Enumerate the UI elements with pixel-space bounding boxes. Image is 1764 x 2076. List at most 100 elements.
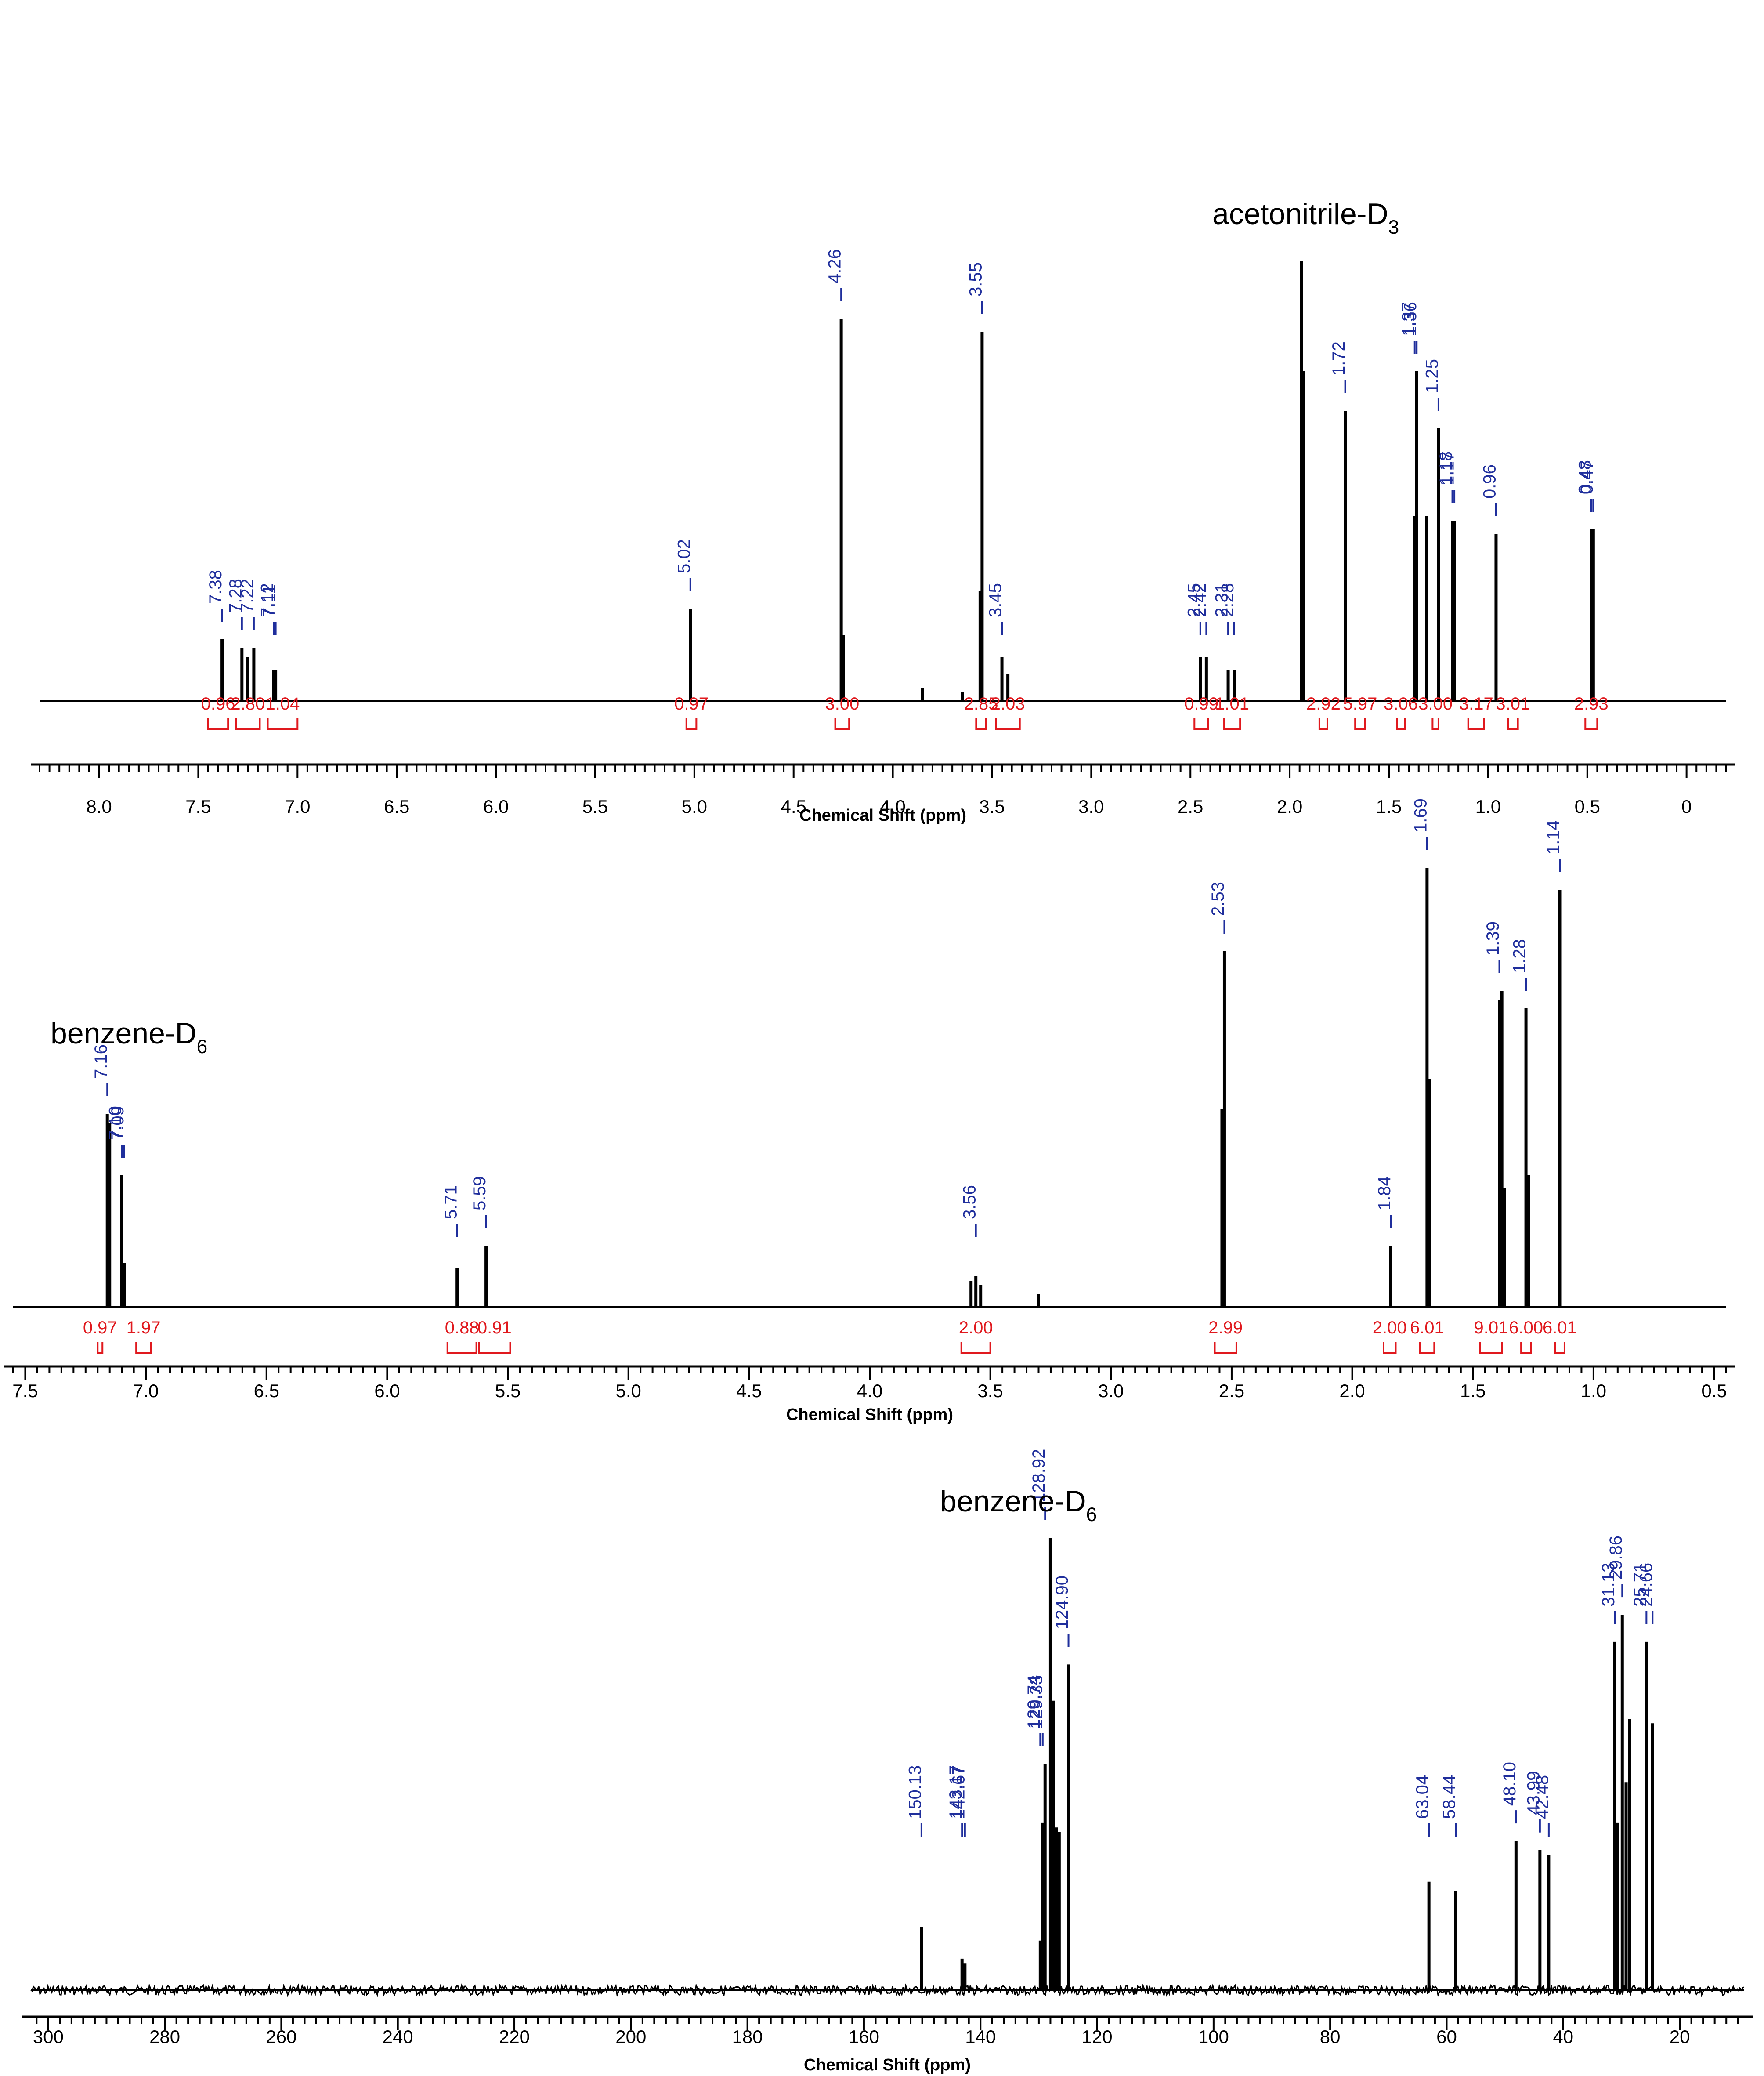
integral-value: 3.01 bbox=[1496, 694, 1530, 714]
x-tick-label: 6.0 bbox=[374, 1380, 400, 1401]
x-tick-label: 0.5 bbox=[1701, 1380, 1727, 1401]
integral-value: 2.92 bbox=[1306, 694, 1341, 714]
x-tick-label: 8.0 bbox=[86, 796, 112, 817]
peak-label: 42.48 bbox=[1533, 1775, 1552, 1819]
integral-value: 9.01 bbox=[1474, 1318, 1508, 1337]
integral-bracket bbox=[995, 718, 1021, 730]
x-tick-label: 3.5 bbox=[977, 1380, 1003, 1401]
x-tick-label: 4.0 bbox=[857, 1380, 882, 1401]
x-tick-label: 7.0 bbox=[285, 796, 310, 817]
x-tick-label: 160 bbox=[849, 2026, 879, 2047]
peak-label: 129.33 bbox=[1027, 1675, 1046, 1729]
peak-label: 0.48 bbox=[1575, 460, 1594, 494]
x-tick-label: 260 bbox=[266, 2026, 296, 2047]
integral-bracket bbox=[1318, 718, 1328, 730]
proton-spectrum-acetonitrile: 7.38 7.287.22 7.127.11 5.02 4.26 3.55 3.45 2.45… bbox=[31, 197, 1735, 825]
peak-label: 63.04 bbox=[1413, 1775, 1432, 1819]
integral-value: 2.85 bbox=[964, 694, 998, 714]
integral-value: 1.04 bbox=[265, 694, 300, 714]
x-tick-label: 240 bbox=[383, 2026, 413, 2047]
x-tick-label: 5.5 bbox=[582, 796, 608, 817]
integral-value: 5.97 bbox=[1343, 694, 1377, 714]
integral-value: 2.03 bbox=[991, 694, 1025, 714]
solvent-label: acetonitrile-D3 bbox=[1212, 197, 1399, 238]
x-tick-label: 1.5 bbox=[1460, 1380, 1486, 1401]
integral-value: 6.00 bbox=[1509, 1318, 1543, 1337]
x-tick-label: 1.0 bbox=[1475, 796, 1501, 817]
solvent-name: benzene-D bbox=[940, 1485, 1086, 1518]
peak-label: 128.92 bbox=[1029, 1449, 1048, 1503]
x-tick-label: 220 bbox=[499, 2026, 530, 2047]
x-tick-label: 60 bbox=[1436, 2026, 1457, 2047]
peak-label: 142.67 bbox=[949, 1765, 968, 1819]
integral-value: 2.00 bbox=[959, 1318, 993, 1337]
peak-label: 25.71 bbox=[1630, 1563, 1650, 1607]
x-axis-title: Chemical Shift (ppm) bbox=[786, 1406, 953, 1424]
peak-label: 2.28 bbox=[1218, 583, 1237, 617]
peak-label: 124.90 bbox=[1052, 1576, 1072, 1629]
peak-label: 58.44 bbox=[1440, 1775, 1459, 1819]
integral-bracket bbox=[1520, 1342, 1532, 1354]
integral-bracket bbox=[834, 718, 850, 730]
x-tick-label: 7.5 bbox=[12, 1380, 38, 1401]
x-tick-label: 7.5 bbox=[185, 796, 211, 817]
x-tick-label: 5.0 bbox=[682, 796, 707, 817]
peak-label: 7.38 bbox=[206, 570, 225, 604]
integral-value: 6.01 bbox=[1543, 1318, 1577, 1337]
peak-label: 1.37 bbox=[1399, 302, 1418, 336]
integral-value: 0.99 bbox=[1184, 694, 1218, 714]
integral-bracket bbox=[1419, 1342, 1435, 1354]
integral-value: 3.06 bbox=[1384, 694, 1418, 714]
peak-label: 7.09 bbox=[108, 1106, 127, 1140]
integral-value: 2.00 bbox=[1373, 1318, 1407, 1337]
peak-label: 1.17 bbox=[1439, 451, 1458, 485]
integral-bracket bbox=[1383, 1342, 1397, 1354]
integral-bracket bbox=[975, 718, 987, 730]
peak-label: 3.45 bbox=[986, 583, 1005, 617]
peak-label: 31.13 bbox=[1599, 1563, 1618, 1607]
peak-label: 2.42 bbox=[1190, 583, 1210, 617]
peak-label: 143.17 bbox=[946, 1765, 965, 1819]
peak-label: 1.84 bbox=[1375, 1176, 1394, 1210]
x-tick-label: 6.5 bbox=[384, 796, 409, 817]
peak-label: 7.12 bbox=[258, 583, 277, 617]
peak-label: 129.74 bbox=[1024, 1675, 1044, 1729]
integral-bracket bbox=[1554, 1342, 1565, 1354]
peak-label: 1.39 bbox=[1483, 921, 1503, 956]
integral-bracket bbox=[960, 1342, 991, 1354]
peak-label: 1.25 bbox=[1423, 359, 1442, 393]
peak-label: 1.72 bbox=[1329, 341, 1348, 376]
x-tick-label: 280 bbox=[149, 2026, 180, 2047]
integral-bracket bbox=[1431, 718, 1439, 730]
peak-label: 4.26 bbox=[825, 249, 845, 283]
integral-bracket bbox=[685, 718, 698, 730]
x-tick-label: 20 bbox=[1670, 2026, 1690, 2047]
peak-label: 1.36 bbox=[1401, 302, 1420, 336]
integral-value: 6.01 bbox=[1410, 1318, 1444, 1337]
integral-value: 2.93 bbox=[1574, 694, 1609, 714]
integral-bracket bbox=[478, 1342, 511, 1354]
integral-value: 2.80 bbox=[231, 694, 265, 714]
integral-bracket bbox=[267, 718, 299, 730]
integral-value: 0.91 bbox=[477, 1318, 512, 1337]
x-tick-label: 4.5 bbox=[736, 1380, 762, 1401]
x-tick-label: 0 bbox=[1681, 796, 1692, 817]
x-tick-label: 4.0 bbox=[880, 796, 905, 817]
peak-label: 1.39 bbox=[1483, 921, 1503, 956]
integral-bracket bbox=[235, 718, 261, 730]
peak-label: 2.53 bbox=[1208, 882, 1228, 916]
x-tick-label: 40 bbox=[1553, 2026, 1573, 2047]
peak-label: 29.86 bbox=[1606, 1536, 1626, 1580]
peak-label: 1.18 bbox=[1436, 451, 1456, 485]
x-tick-label: 5.5 bbox=[495, 1380, 521, 1401]
integral-value: 3.00 bbox=[825, 694, 859, 714]
integral-bracket bbox=[1214, 1342, 1237, 1354]
proton-spectrum-benzene: 7.167.107.095.71 5.59 3.562.531.841.691.39… bbox=[4, 798, 1735, 1424]
integral-bracket bbox=[1396, 718, 1406, 730]
peak-label: 24.66 bbox=[1637, 1563, 1656, 1607]
x-tick-label: 4.5 bbox=[781, 796, 806, 817]
integral-bracket bbox=[97, 1342, 104, 1354]
peak-label: 0.47 bbox=[1577, 460, 1597, 494]
solvent-subscript: 6 bbox=[197, 1036, 208, 1058]
